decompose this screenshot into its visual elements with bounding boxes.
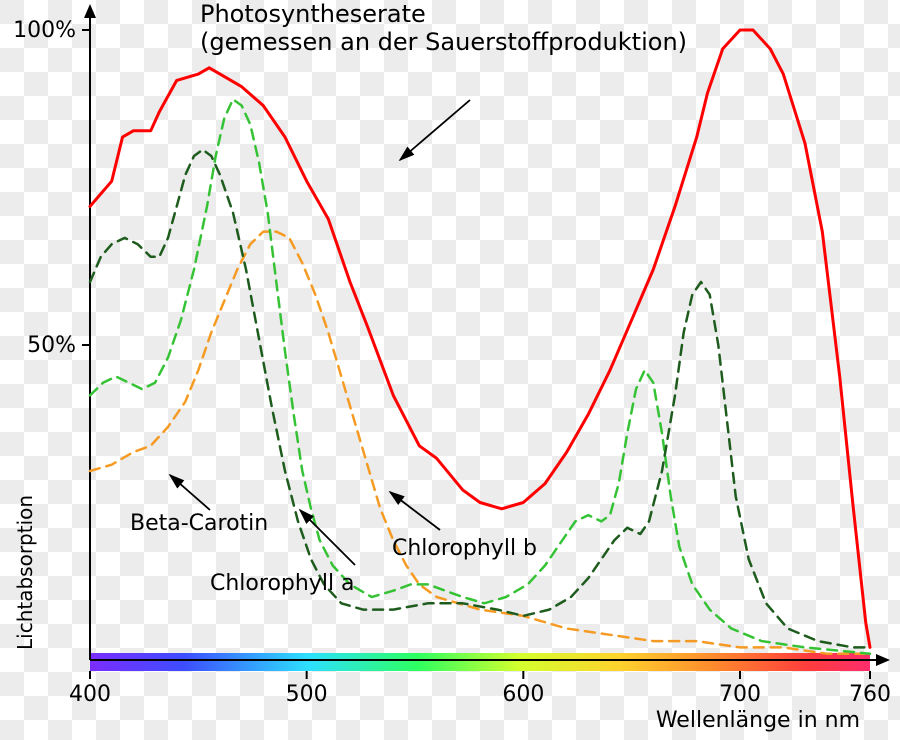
xtick-label: 400 xyxy=(69,682,111,707)
ytick-label: 50% xyxy=(27,333,76,358)
ytick-label: 100% xyxy=(13,18,76,43)
xtick-label: 500 xyxy=(286,682,328,707)
chart-svg: 50% 100% 400 500 600 700 760Wellenlänge in nm L… xyxy=(0,0,900,740)
photosynthesis-label-line1: Photosyntheserate xyxy=(200,0,426,28)
xtick-label: 760 xyxy=(849,682,891,707)
chlorophyll-a-label: Chlorophyll a xyxy=(210,571,355,596)
checker-bg xyxy=(0,0,900,740)
chlorophyll-b-label: Chlorophyll b xyxy=(392,536,537,561)
xtick-label: 600 xyxy=(502,682,544,707)
spectrum-bar xyxy=(90,653,870,671)
absorption-spectrum-chart: 50% 100% 400 500 600 700 760Wellenlänge in nm L… xyxy=(0,0,900,740)
x-axis-label: Wellenlänge in nm xyxy=(656,708,860,733)
photosynthesis-label-line2: (gemessen an der Sauerstoffproduktion) xyxy=(200,28,687,56)
y-axis-label: Lichtabsorption xyxy=(13,495,37,650)
beta-carotin-label: Beta-Carotin xyxy=(130,511,268,536)
xtick-label: 700 xyxy=(719,682,761,707)
